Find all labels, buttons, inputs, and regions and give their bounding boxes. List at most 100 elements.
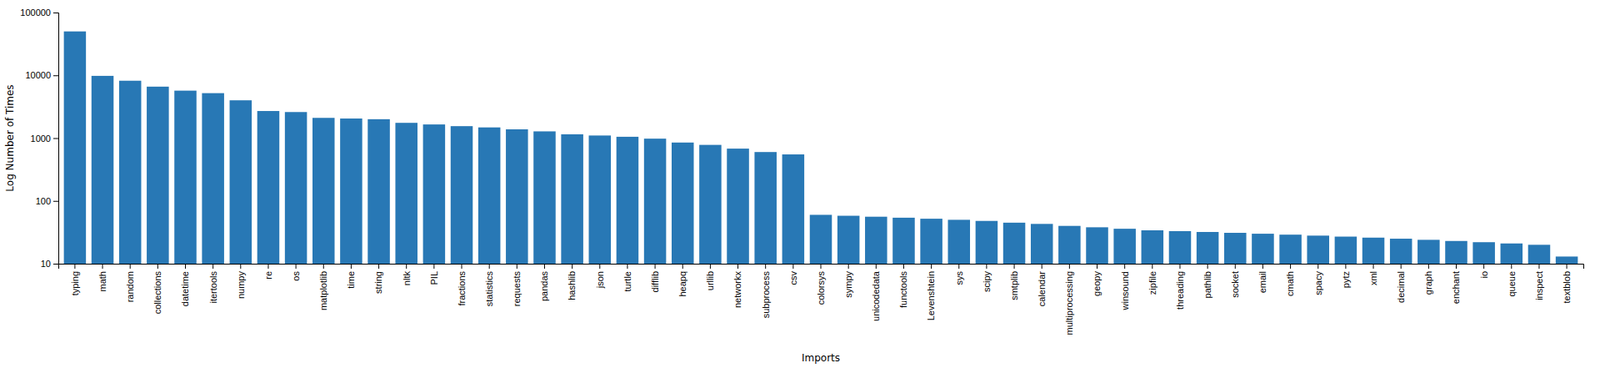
tick: time — [345, 263, 356, 289]
bar — [1306, 235, 1330, 264]
bar — [1196, 231, 1220, 264]
tick: statistics — [484, 263, 495, 306]
tick-label: time — [345, 270, 356, 289]
tick-mark — [130, 263, 131, 269]
tick-label: statistics — [484, 270, 495, 307]
bar — [671, 142, 695, 264]
bar — [810, 214, 833, 264]
tick-label: unicodedata — [870, 270, 881, 321]
tick-mark — [53, 138, 59, 140]
bar — [1335, 236, 1358, 264]
tick: 100 — [35, 195, 59, 206]
tick-mark — [102, 263, 104, 269]
tick-mark — [1235, 263, 1236, 269]
bar — [975, 220, 999, 264]
bar — [1472, 241, 1495, 264]
tick-label: sys — [954, 270, 965, 285]
tick: urllib — [705, 263, 715, 290]
tick: nltk — [401, 263, 412, 285]
tick-label: smtplib — [1009, 270, 1020, 300]
tick: hashlib — [566, 263, 577, 300]
tick: queue — [1506, 263, 1517, 297]
tick-label: zipfile — [1147, 270, 1158, 295]
tick-mark — [1317, 263, 1319, 269]
tick-mark — [1179, 263, 1180, 269]
tick-mark — [1483, 263, 1485, 269]
tick-mark — [544, 263, 545, 269]
tick-label: sympy — [843, 270, 854, 298]
tick-mark — [737, 263, 739, 269]
bar — [1058, 225, 1081, 264]
tick-mark — [765, 263, 766, 269]
tick-label: pytz — [1340, 270, 1351, 288]
bar — [1113, 228, 1136, 264]
tick-label: difflib — [650, 270, 660, 292]
tick-label: inspect — [1534, 270, 1545, 300]
tick: graph — [1423, 263, 1434, 295]
bar — [892, 217, 915, 264]
tick-label: PIL — [429, 270, 440, 285]
tick: inspect — [1534, 263, 1545, 300]
tick-mark — [903, 263, 905, 269]
tick-mark — [1510, 263, 1512, 269]
tick: textblob — [1561, 263, 1572, 304]
tick: winsound — [1120, 263, 1130, 310]
tick-label: geopy — [1091, 270, 1102, 296]
tick-label: 1000 — [30, 133, 51, 144]
tick: pandas — [539, 263, 550, 301]
tick-label: graph — [1423, 270, 1434, 295]
tick-label: 100000 — [20, 7, 51, 18]
tick-label: requests — [511, 270, 522, 307]
tick-mark — [240, 263, 241, 269]
tick: pathlib — [1202, 263, 1213, 298]
tick-label: 100 — [35, 195, 51, 206]
tick-mark — [626, 263, 628, 269]
tick-mark — [516, 263, 518, 269]
tick-label: heapq — [677, 270, 688, 297]
tick-label: pandas — [539, 270, 550, 302]
bar — [865, 216, 888, 264]
bar — [920, 218, 943, 264]
tick: 10000 — [25, 70, 59, 80]
bar — [201, 93, 225, 264]
bars — [64, 31, 1579, 264]
tick: heapq — [677, 263, 688, 297]
tick: 100000 — [20, 7, 59, 18]
tick-mark — [433, 263, 435, 269]
tick-label: collections — [152, 270, 163, 315]
tick: zipfile — [1147, 263, 1158, 295]
tick-label: scipy — [981, 270, 992, 293]
tick-mark — [1151, 263, 1153, 269]
tick-mark — [875, 263, 877, 269]
tick-label: socket — [1230, 270, 1240, 298]
tick: datetime — [180, 263, 190, 306]
tick-label: winsound — [1120, 270, 1130, 310]
tick-mark — [157, 263, 159, 269]
axis-line — [59, 264, 1585, 270]
tick-label: colorsys — [815, 270, 826, 305]
bar — [1445, 240, 1468, 264]
tick: multiprocessing — [1064, 263, 1075, 335]
bar — [1141, 230, 1165, 264]
tick-label: email — [1257, 270, 1268, 293]
bar — [1500, 243, 1524, 264]
tick: matplotlib — [318, 263, 329, 310]
tick-label: nltk — [401, 270, 412, 286]
bar — [285, 111, 308, 264]
tick-label: calendar — [1036, 270, 1047, 307]
bar — [726, 148, 750, 264]
bar — [505, 129, 529, 264]
bar — [423, 124, 446, 264]
bar — [1224, 232, 1247, 264]
y-axis: 10100100010000100000 — [20, 7, 59, 269]
tick-label: pathlib — [1202, 270, 1213, 298]
bar — [1003, 222, 1026, 264]
tick-mark — [710, 263, 711, 269]
tick-mark — [53, 200, 59, 202]
tick-mark — [655, 263, 656, 269]
tick-mark — [53, 12, 59, 14]
tick: smtplib — [1009, 263, 1020, 300]
tick-mark — [323, 263, 325, 269]
tick-label: itertools — [208, 270, 219, 304]
tick-mark — [848, 263, 850, 269]
